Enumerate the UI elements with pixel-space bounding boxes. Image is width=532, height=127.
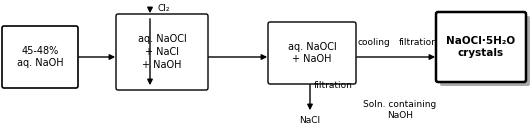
- Text: cooling: cooling: [358, 38, 390, 47]
- Text: NaCl: NaCl: [300, 116, 321, 125]
- Text: Soln. containing
NaOH: Soln. containing NaOH: [363, 100, 437, 120]
- Text: Cl₂: Cl₂: [158, 4, 170, 13]
- FancyBboxPatch shape: [2, 26, 78, 88]
- FancyBboxPatch shape: [440, 16, 530, 86]
- Text: NaOCl·5H₂O
crystals: NaOCl·5H₂O crystals: [446, 36, 516, 58]
- FancyBboxPatch shape: [116, 14, 208, 90]
- Text: 45-48%
aq. NaOH: 45-48% aq. NaOH: [16, 46, 63, 68]
- Text: aq. NaOCl
+ NaOH: aq. NaOCl + NaOH: [288, 42, 336, 64]
- FancyBboxPatch shape: [436, 12, 526, 82]
- Text: aq. NaOCl
+ NaCl
+ NaOH: aq. NaOCl + NaCl + NaOH: [138, 34, 186, 70]
- FancyBboxPatch shape: [268, 22, 356, 84]
- Text: filtration: filtration: [398, 38, 437, 47]
- Text: filtration: filtration: [314, 81, 353, 90]
